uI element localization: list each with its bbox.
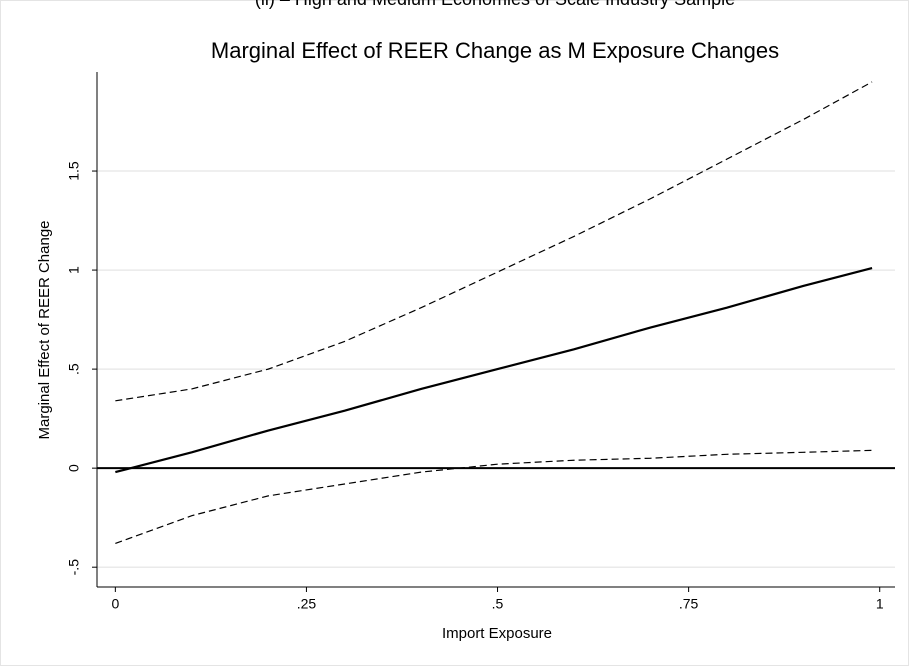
y-tick-label: 1.5 [66, 161, 82, 181]
y-tick-label: -.5 [66, 559, 82, 576]
ci-line [115, 449, 873, 544]
y-tick-label: .5 [66, 363, 82, 375]
chart-title: Marginal Effect of REER Change as M Expo… [211, 38, 779, 63]
y-tick-label: 1 [66, 266, 82, 274]
y-tick-label: 0 [66, 464, 82, 472]
x-tick-label: .75 [679, 596, 699, 612]
x-tick-label: .25 [297, 596, 317, 612]
x-tick-label: 0 [111, 596, 119, 612]
y-axis-title: Marginal Effect of REER Change [36, 220, 53, 439]
effect-line [115, 267, 873, 474]
x-tick-label: 1 [876, 596, 884, 612]
x-axis-title: Import Exposure [442, 625, 552, 642]
x-tick-label: .5 [492, 596, 504, 612]
suptitle: (ii) – High and Medium Economies of Scal… [255, 0, 735, 9]
